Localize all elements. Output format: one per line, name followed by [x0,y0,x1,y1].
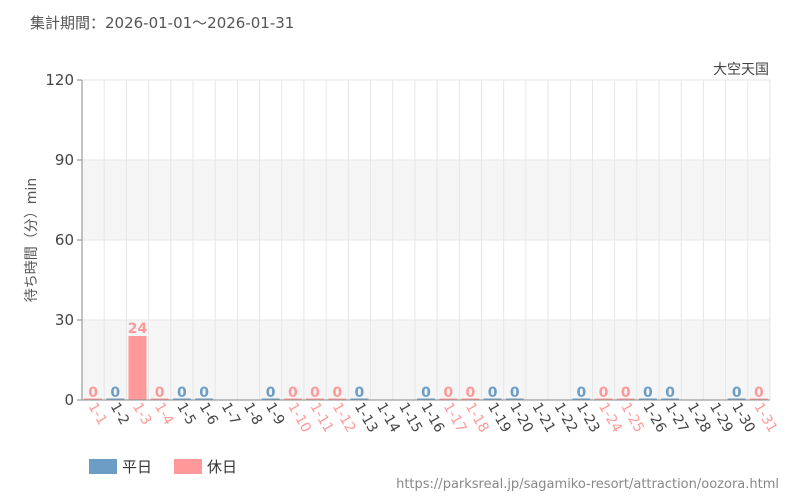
bar-1-26 [638,398,657,400]
value-label-1-12: 0 [332,385,342,401]
x-tick-label-1-31: 1-31 [750,400,780,436]
bar-1-13 [350,398,369,400]
x-axis-ticks: 1-11-21-31-41-51-61-71-81-91-101-111-121… [85,400,781,436]
bars [84,336,768,400]
value-label-1-10: 0 [288,385,298,401]
source-url: https://parksreal.jp/sagamiko-resort/att… [396,477,779,492]
x-tick-label-1-6: 1-6 [196,400,221,428]
plot-band [82,160,770,240]
legend-label-weekday: 平日 [122,458,152,476]
value-label-1-27: 0 [665,385,675,401]
bar-1-17 [439,398,458,400]
value-label-1-4: 0 [155,385,165,401]
y-axis-ticks: 0 30 60 90 120 [45,71,82,409]
y-tick-label: 60 [55,231,74,249]
bar-1-9 [261,398,280,400]
x-tick-label-1-1: 1-1 [85,400,110,428]
bar-1-16 [417,398,435,400]
x-tick-label-1-3: 1-3 [129,400,154,428]
plot-band [82,240,770,320]
value-label-1-30: 0 [732,385,742,401]
bar-1-5 [172,398,191,400]
value-label-1-20: 0 [510,385,520,401]
y-axis-label: 待ち時間（分）min [24,178,40,302]
bar-1-12 [328,398,347,400]
value-label-1-11: 0 [310,385,320,401]
value-label-1-16: 0 [421,385,431,401]
bar-1-3 [128,336,147,400]
value-label-1-31: 0 [754,385,764,401]
bar-1-19 [483,398,502,400]
x-tick-label-1-7: 1-7 [218,400,243,428]
bar-1-1 [84,398,103,400]
bar-1-10 [283,398,302,400]
plot-background [82,80,770,400]
value-label-1-23: 0 [576,385,586,401]
bar-1-31 [749,398,768,400]
grid-lines [81,79,771,400]
legend: 平日 休日 [89,458,237,476]
axes [81,80,770,401]
bar-1-20 [505,398,524,400]
x-tick-label-1-4: 1-4 [151,400,176,428]
legend-swatch-holiday [174,459,202,474]
bar-1-18 [461,398,480,400]
x-tick-label-1-9: 1-9 [262,400,287,428]
plot-band [82,80,770,160]
y-tick-label: 30 [55,311,74,329]
bar-1-11 [306,398,325,400]
value-label-1-2: 0 [110,385,120,401]
value-label-1-25: 0 [621,385,631,401]
chart-title: 大空天国 [713,62,769,78]
value-label-1-19: 0 [488,385,498,401]
x-tick-label-1-2: 1-2 [107,400,132,428]
plot-band [82,320,770,400]
bar-1-4 [150,398,169,400]
value-label-1-24: 0 [599,385,609,401]
y-tick-label: 120 [45,71,74,89]
bar-1-27 [661,398,680,400]
x-tick-label-1-8: 1-8 [240,400,265,428]
value-label-1-26: 0 [643,385,653,401]
bar-1-30 [727,398,746,400]
bar-1-24 [594,398,613,400]
period-label: 集計期間：2026-01-01～2026-01-31 [30,14,294,32]
x-tick-label-1-5: 1-5 [173,400,198,428]
bar-1-2 [106,398,125,400]
legend-label-holiday: 休日 [207,458,237,476]
value-label-1-13: 0 [355,385,365,401]
value-label-1-17: 0 [443,385,453,401]
value-label-1-5: 0 [177,385,187,401]
bar-1-25 [616,398,635,400]
value-label-1-6: 0 [199,385,209,401]
legend-swatch-weekday [89,459,117,474]
bar-1-23 [572,398,591,400]
bar-1-6 [195,398,214,400]
value-label-1-18: 0 [466,385,476,401]
value-label-1-3: 24 [128,321,148,337]
value-label-1-9: 0 [266,385,276,401]
y-tick-label: 90 [55,151,74,169]
y-tick-label: 0 [64,391,74,409]
value-label-1-1: 0 [88,385,98,401]
